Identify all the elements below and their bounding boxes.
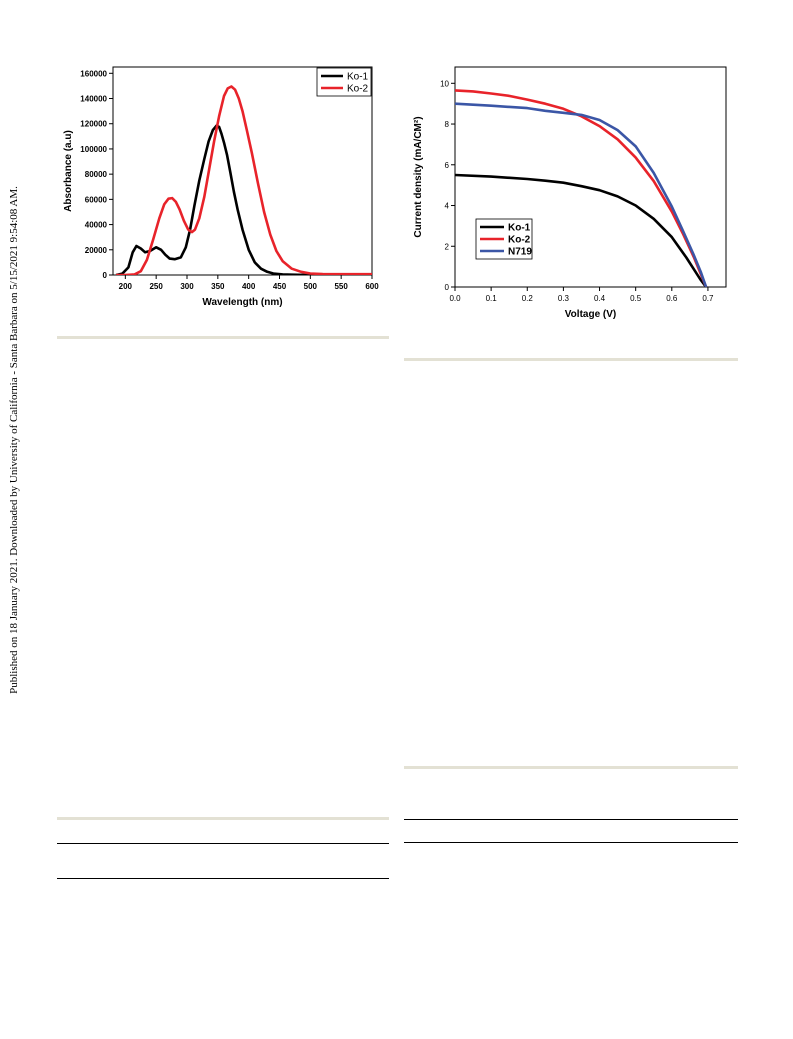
y-tick-label: 0 (103, 271, 108, 280)
series-line-ko-2 (116, 85, 372, 275)
left-table-rule-2 (57, 878, 389, 879)
left-caption-rule (57, 336, 389, 339)
side-publication-note: Published on 18 January 2021. Downloaded… (8, 186, 20, 694)
x-tick-label: 350 (211, 282, 225, 291)
x-tick-label: 0.2 (522, 294, 534, 303)
x-tick-label: 550 (334, 282, 348, 291)
legend-box (316, 67, 372, 97)
legend-label-ko-1: Ko-1 (508, 223, 531, 234)
x-tick-label: 500 (304, 282, 318, 291)
right-table-rule-2 (404, 842, 738, 843)
x-tick-label: 0.1 (486, 294, 498, 303)
y-tick-label: 6 (445, 161, 450, 170)
x-tick-label: 250 (149, 282, 163, 291)
legend-label-ko-1: Ko-1 (347, 72, 369, 83)
right-table-top-rule (404, 766, 738, 769)
y-tick-label: 2 (445, 242, 450, 251)
y-tick-label: 0 (445, 283, 450, 292)
series-line-n719 (455, 102, 708, 287)
absorbance-chart: 200 250 300 350 400 450 500 550 600 0 20000 40000 60… (63, 66, 379, 308)
x-tick-label: 300 (180, 282, 194, 291)
x-tick-label: 0.7 (702, 294, 714, 303)
y-tick-label: 4 (445, 202, 450, 211)
y-tick-label: 40000 (85, 221, 108, 230)
x-tick-label: 0.5 (630, 294, 642, 303)
y-tick-label: 20000 (85, 246, 108, 255)
y-tick-label: 8 (445, 120, 450, 129)
y-tick-label: 120000 (80, 120, 107, 129)
right-table-rule-1 (404, 819, 738, 820)
x-tick-label: 0.6 (666, 294, 678, 303)
left-table-top-rule (57, 817, 389, 820)
legend-label-n719: N719 (508, 247, 532, 258)
y-tick-label: 60000 (85, 195, 108, 204)
y-tick-label: 10 (440, 79, 449, 88)
y-axis-label: Current density (mA/CM²) (413, 116, 424, 237)
series-line-ko-1 (455, 173, 708, 287)
x-tick-label: 0.3 (558, 294, 570, 303)
x-tick-label: 0.4 (594, 294, 606, 303)
x-tick-label: 0.0 (449, 294, 461, 303)
x-tick-label: 200 (119, 282, 133, 291)
x-tick-label: 600 (365, 282, 379, 291)
right-caption-rule (404, 358, 738, 361)
plot-frame (454, 66, 727, 288)
y-tick-label: 80000 (85, 170, 108, 179)
legend-label-ko-2: Ko-2 (347, 84, 369, 95)
y-axis-label: Absorbance (a.u) (63, 130, 74, 212)
y-tick-label: 140000 (80, 95, 107, 104)
plot-frame (112, 66, 373, 276)
y-tick-label: 100000 (80, 145, 107, 154)
y-tick-label: 160000 (80, 69, 107, 78)
x-tick-label: 450 (273, 282, 287, 291)
series-line-ko-1 (115, 124, 372, 275)
x-axis-label: Voltage (V) (565, 309, 616, 320)
x-tick-label: 400 (242, 282, 256, 291)
jv-curve-chart: 0.0 0.1 0.2 0.3 0.4 0.5 0.6 0.7 0 2 4 6 8 10 Voltage (… (413, 66, 727, 320)
left-table-rule-1 (57, 843, 389, 844)
x-axis-label: Wavelength (nm) (202, 297, 282, 308)
legend-label-ko-2: Ko-2 (508, 235, 531, 246)
